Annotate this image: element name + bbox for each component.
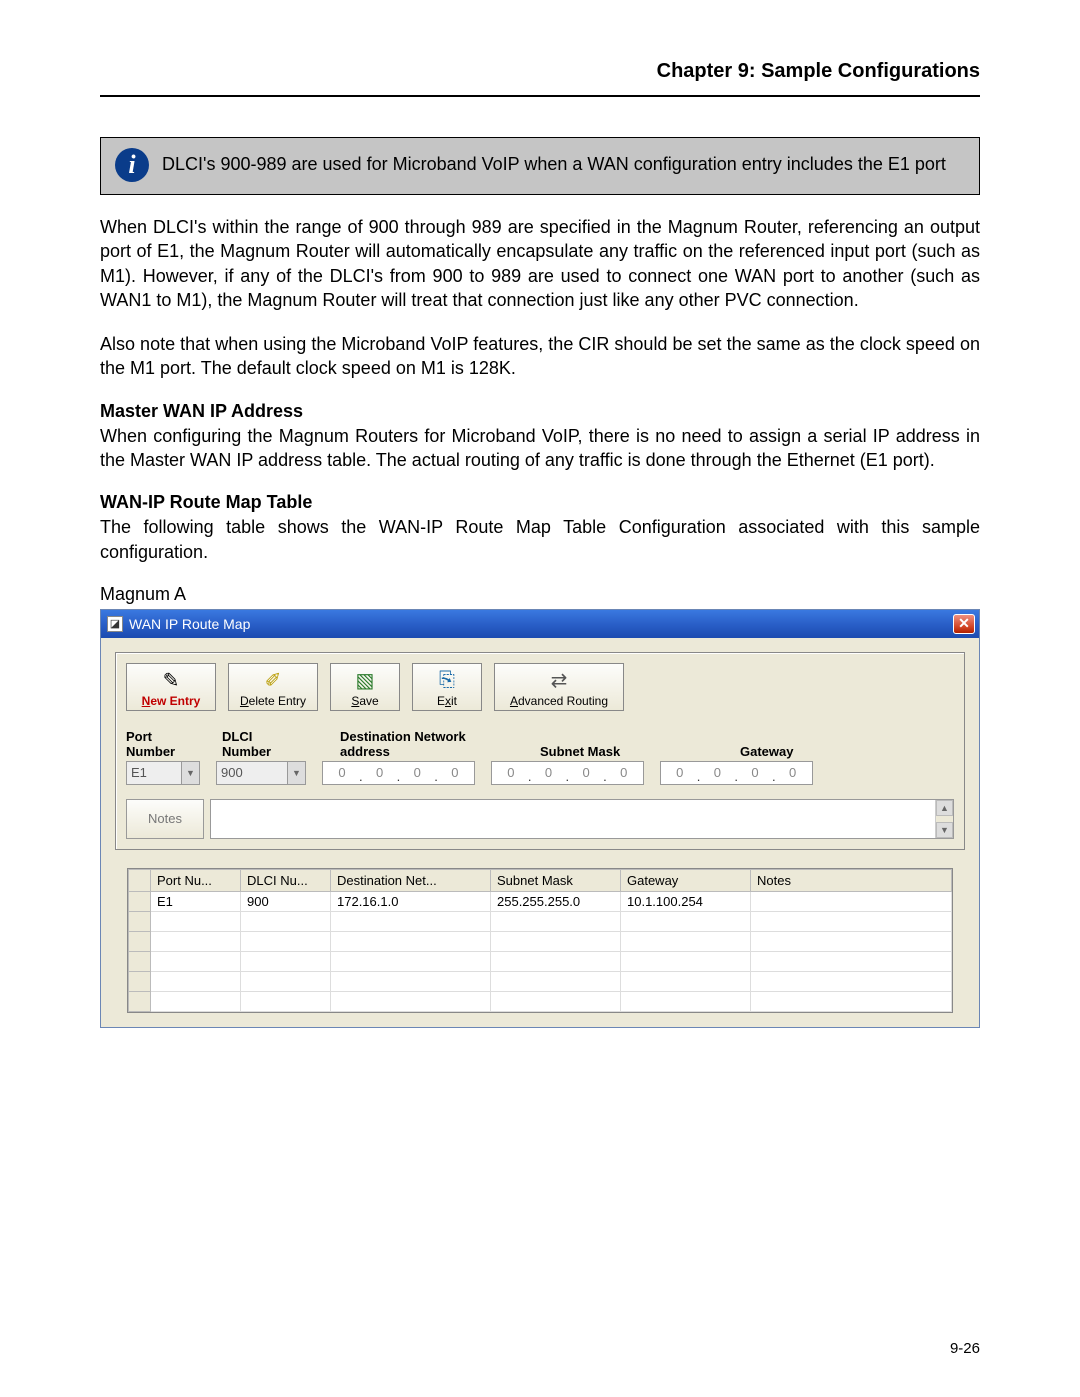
paragraph-2: Also note that when using the Microband … <box>100 332 980 381</box>
notes-textarea[interactable]: ▲ ▼ <box>210 799 954 839</box>
column-header[interactable]: Destination Net... <box>331 869 491 891</box>
titlebar: ◪ WAN IP Route Map ✕ <box>101 610 979 638</box>
input-row: ▼ ▼ 0. 0. 0. 0 0. 0. 0. <box>126 761 954 785</box>
delete-entry-label: elete Entry <box>249 694 306 708</box>
new-entry-label: ew Entry <box>150 694 200 708</box>
close-icon: ✕ <box>958 615 970 632</box>
table-row[interactable] <box>129 971 952 991</box>
info-icon: i <box>115 148 149 182</box>
toolbar: ✎ New Entry ✐ Delete Entry ▧ Save ⎘ Exit <box>126 663 954 711</box>
save-button[interactable]: ▧ Save <box>330 663 400 711</box>
gateway-ip-input[interactable]: 0. 0. 0. 0 <box>660 761 813 785</box>
table-row[interactable] <box>129 991 952 1011</box>
column-header[interactable]: Gateway <box>621 869 751 891</box>
page-number: 9-26 <box>950 1340 980 1357</box>
magnum-label: Magnum A <box>100 584 980 605</box>
section-body-master-wan: When configuring the Magnum Routers for … <box>100 424 980 473</box>
app-icon: ◪ <box>107 616 123 632</box>
pencil-icon: ✎ <box>163 668 180 693</box>
info-box: i DLCI's 900-989 are used for Microband … <box>100 137 980 195</box>
column-header[interactable]: DLCI Nu... <box>241 869 331 891</box>
eraser-icon: ✐ <box>265 668 282 693</box>
section-body-route-map: The following table shows the WAN-IP Rou… <box>100 515 980 564</box>
exit-icon: ⎘ <box>439 669 455 692</box>
info-text: DLCI's 900-989 are used for Microband Vo… <box>162 154 946 174</box>
port-combo[interactable]: ▼ <box>126 761 200 785</box>
column-header[interactable]: Subnet Mask <box>491 869 621 891</box>
dlci-input[interactable] <box>217 762 287 784</box>
exit-button[interactable]: ⎘ Exit <box>412 663 482 711</box>
network-icon: ⇄ <box>551 668 568 693</box>
scrollbar[interactable]: ▲ ▼ <box>935 800 953 838</box>
column-header[interactable]: Notes <box>751 869 952 891</box>
divider <box>100 95 980 97</box>
chapter-title: Chapter 9: Sample Configurations <box>100 60 980 83</box>
dlci-combo[interactable]: ▼ <box>216 761 306 785</box>
advanced-label: dvanced Routing <box>518 694 608 708</box>
port-input[interactable] <box>127 762 181 784</box>
dest-ip-input[interactable]: 0. 0. 0. 0 <box>322 761 475 785</box>
main-panel: ✎ New Entry ✐ Delete Entry ▧ Save ⎘ Exit <box>115 652 965 850</box>
notes-button[interactable]: Notes <box>126 799 204 839</box>
paragraph-1: When DLCI's within the range of 900 thro… <box>100 215 980 312</box>
new-entry-button[interactable]: ✎ New Entry <box>126 663 216 711</box>
table-row[interactable] <box>129 911 952 931</box>
close-button[interactable]: ✕ <box>953 614 975 634</box>
column-header[interactable]: Port Nu... <box>151 869 241 891</box>
delete-entry-button[interactable]: ✐ Delete Entry <box>228 663 318 711</box>
section-head-route-map: WAN-IP Route Map Table <box>100 492 980 513</box>
scroll-up-icon[interactable]: ▲ <box>936 800 953 816</box>
chevron-down-icon[interactable]: ▼ <box>181 762 199 784</box>
section-head-master-wan: Master WAN IP Address <box>100 401 980 422</box>
chevron-down-icon[interactable]: ▼ <box>287 762 305 784</box>
exit-label: Exit <box>437 694 457 708</box>
route-map-window: ◪ WAN IP Route Map ✕ ✎ New Entry ✐ Delet… <box>100 609 980 1028</box>
table-row[interactable] <box>129 951 952 971</box>
scroll-down-icon[interactable]: ▼ <box>936 822 953 838</box>
advanced-routing-button[interactable]: ⇄ Advanced Routing <box>494 663 624 711</box>
save-label: ave <box>359 694 378 708</box>
field-headers: PortNumber DLCINumber Destination Networ… <box>126 729 954 759</box>
disk-icon: ▧ <box>356 668 375 693</box>
table-row[interactable]: E1900172.16.1.0255.255.255.010.1.100.254 <box>129 891 952 911</box>
mask-ip-input[interactable]: 0. 0. 0. 0 <box>491 761 644 785</box>
route-grid[interactable]: Port Nu...DLCI Nu...Destination Net...Su… <box>127 868 953 1013</box>
window-title: WAN IP Route Map <box>129 616 250 632</box>
table-row[interactable] <box>129 931 952 951</box>
